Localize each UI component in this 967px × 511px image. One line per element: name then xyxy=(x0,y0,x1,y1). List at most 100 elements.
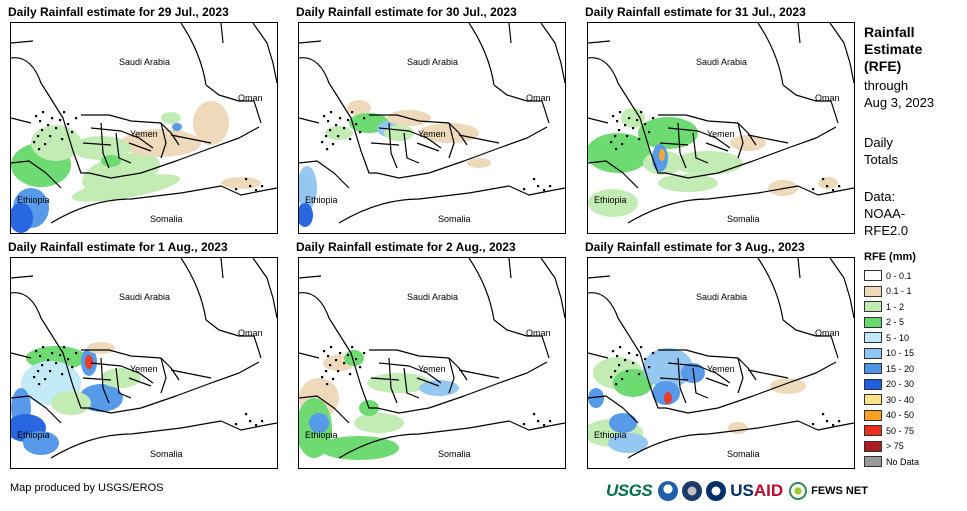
legend-item: 30 - 40 xyxy=(864,392,919,408)
rainfall-area xyxy=(23,431,59,455)
rainfall-area xyxy=(588,133,650,173)
rainfall-area xyxy=(419,123,479,143)
fews-globe-icon xyxy=(789,482,808,500)
legend-swatch xyxy=(864,301,882,313)
legend-swatch xyxy=(864,394,882,406)
legend-item: No Data xyxy=(864,454,919,470)
map-boundaries xyxy=(299,258,565,459)
legend-item: 1 - 2 xyxy=(864,299,919,315)
place-label-oman: Oman xyxy=(815,93,840,103)
rainfall-layer xyxy=(11,101,261,233)
legend-item: 50 - 75 xyxy=(864,423,919,439)
panel-title: Daily Rainfall estimate for 2 Aug., 2023 xyxy=(296,240,516,254)
rainfall-area xyxy=(299,203,313,227)
legend-swatch xyxy=(864,378,882,390)
rainfall-area xyxy=(354,413,404,433)
legend-label: 2 - 5 xyxy=(886,317,905,328)
place-label-oman: Oman xyxy=(526,93,551,103)
place-label-ethiopia: Ethiopia xyxy=(594,195,627,205)
legend-item: 5 - 10 xyxy=(864,330,919,346)
panel-title: Daily Rainfall estimate for 30 Jul., 202… xyxy=(296,5,517,19)
rainfall-area xyxy=(101,155,121,167)
title-line: (RFE) xyxy=(864,58,902,74)
island-dots xyxy=(321,346,552,427)
rainfall-area xyxy=(87,342,115,354)
rainfall-area xyxy=(71,174,181,202)
map-boundaries xyxy=(299,23,565,224)
title-line: Rainfall xyxy=(864,24,915,40)
rainfall-area xyxy=(588,388,604,408)
legend-swatch xyxy=(864,332,882,344)
totals-note: Daily Totals xyxy=(864,134,898,168)
place-label-saudi: Saudi Arabia xyxy=(119,57,171,67)
panel-title: Daily Rainfall estimate for 3 Aug., 2023 xyxy=(585,240,805,254)
map-boundaries xyxy=(11,258,277,459)
rainfall-area xyxy=(85,355,93,369)
date-range: through Aug 3, 2023 xyxy=(864,77,934,111)
place-label-yemen: Yemen xyxy=(130,129,158,139)
legend-swatch xyxy=(864,409,882,421)
legend: 0 - 0.1 0.1 - 1 1 - 2 2 - 5 5 - 10 10 - 15 15 … xyxy=(864,268,919,470)
rainfall-map: Saudi Arabia Oman Yemen Ethiopia Somalia xyxy=(10,257,278,469)
place-label-ethiopia: Ethiopia xyxy=(17,195,50,205)
place-label-yemen: Yemen xyxy=(418,129,446,139)
legend-swatch xyxy=(864,456,882,468)
through-line: Aug 3, 2023 xyxy=(864,95,935,110)
place-label-saudi: Saudi Arabia xyxy=(407,292,459,302)
usaid-logo-us: US xyxy=(730,481,754,500)
rainfall-layer xyxy=(588,108,838,217)
rainfall-area xyxy=(588,189,638,217)
rainfall-area xyxy=(621,108,645,128)
partner-logos: USGS USAID FEWS NET xyxy=(606,479,868,503)
rainfall-area xyxy=(325,126,353,140)
legend-label: 50 - 75 xyxy=(886,425,915,436)
legend-main-title: Rainfall Estimate (RFE) xyxy=(864,24,922,75)
place-label-ethiopia: Ethiopia xyxy=(17,430,50,440)
rainfall-area xyxy=(309,413,329,433)
place-label-somalia: Somalia xyxy=(150,449,183,459)
place-label-yemen: Yemen xyxy=(418,364,446,374)
island-dots xyxy=(610,111,841,192)
rainfall-map: Saudi Arabia Oman Yemen Ethiopia Somalia xyxy=(10,22,278,234)
rainfall-map: Saudi Arabia Oman Yemen Ethiopia Somalia xyxy=(587,257,855,469)
legend-label: No Data xyxy=(886,456,920,467)
legend-swatch xyxy=(864,285,882,297)
place-label-yemen: Yemen xyxy=(707,129,735,139)
legend-label: 0 - 0.1 xyxy=(886,270,912,281)
legend-item: 0 - 0.1 xyxy=(864,268,919,284)
rainfall-area xyxy=(221,177,261,189)
legend-label: > 75 xyxy=(886,441,904,452)
place-label-oman: Oman xyxy=(526,328,551,338)
legend-label: 0.1 - 1 xyxy=(886,286,912,297)
panel-title: Daily Rainfall estimate for 29 Jul., 202… xyxy=(8,5,229,19)
legend-swatch xyxy=(864,440,882,452)
rainfall-area xyxy=(71,136,131,160)
place-label-saudi: Saudi Arabia xyxy=(696,292,748,302)
panel-title: Daily Rainfall estimate for 1 Aug., 2023 xyxy=(8,240,228,254)
legend-swatch xyxy=(864,425,882,437)
legend-item: > 75 xyxy=(864,439,919,455)
panel-title: Daily Rainfall estimate for 31 Jul., 202… xyxy=(585,5,806,19)
rainfall-area xyxy=(658,174,718,192)
daily-line: Daily xyxy=(864,135,893,150)
place-label-somalia: Somalia xyxy=(150,214,183,224)
rainfall-area xyxy=(299,166,317,210)
data-line: RFE2.0 xyxy=(864,223,909,238)
legend-item: 20 - 30 xyxy=(864,377,919,393)
island-dots xyxy=(33,111,264,192)
legend-item: 10 - 15 xyxy=(864,346,919,362)
legend-swatch xyxy=(864,270,882,282)
legend-label: 30 - 40 xyxy=(886,394,915,405)
legend-label: 40 - 50 xyxy=(886,410,915,421)
place-label-saudi: Saudi Arabia xyxy=(407,57,459,67)
rainfall-area xyxy=(367,373,431,393)
daily-line: Totals xyxy=(864,152,898,167)
legend-item: 0.1 - 1 xyxy=(864,284,919,300)
rainfall-area xyxy=(172,123,182,131)
rainfall-map: Saudi Arabia Oman Yemen Ethiopia Somalia xyxy=(298,257,566,469)
legend-swatch xyxy=(864,347,882,359)
rainfall-area xyxy=(770,378,806,394)
place-label-somalia: Somalia xyxy=(727,214,760,224)
place-label-saudi: Saudi Arabia xyxy=(696,57,748,67)
rainfall-area xyxy=(609,413,637,433)
